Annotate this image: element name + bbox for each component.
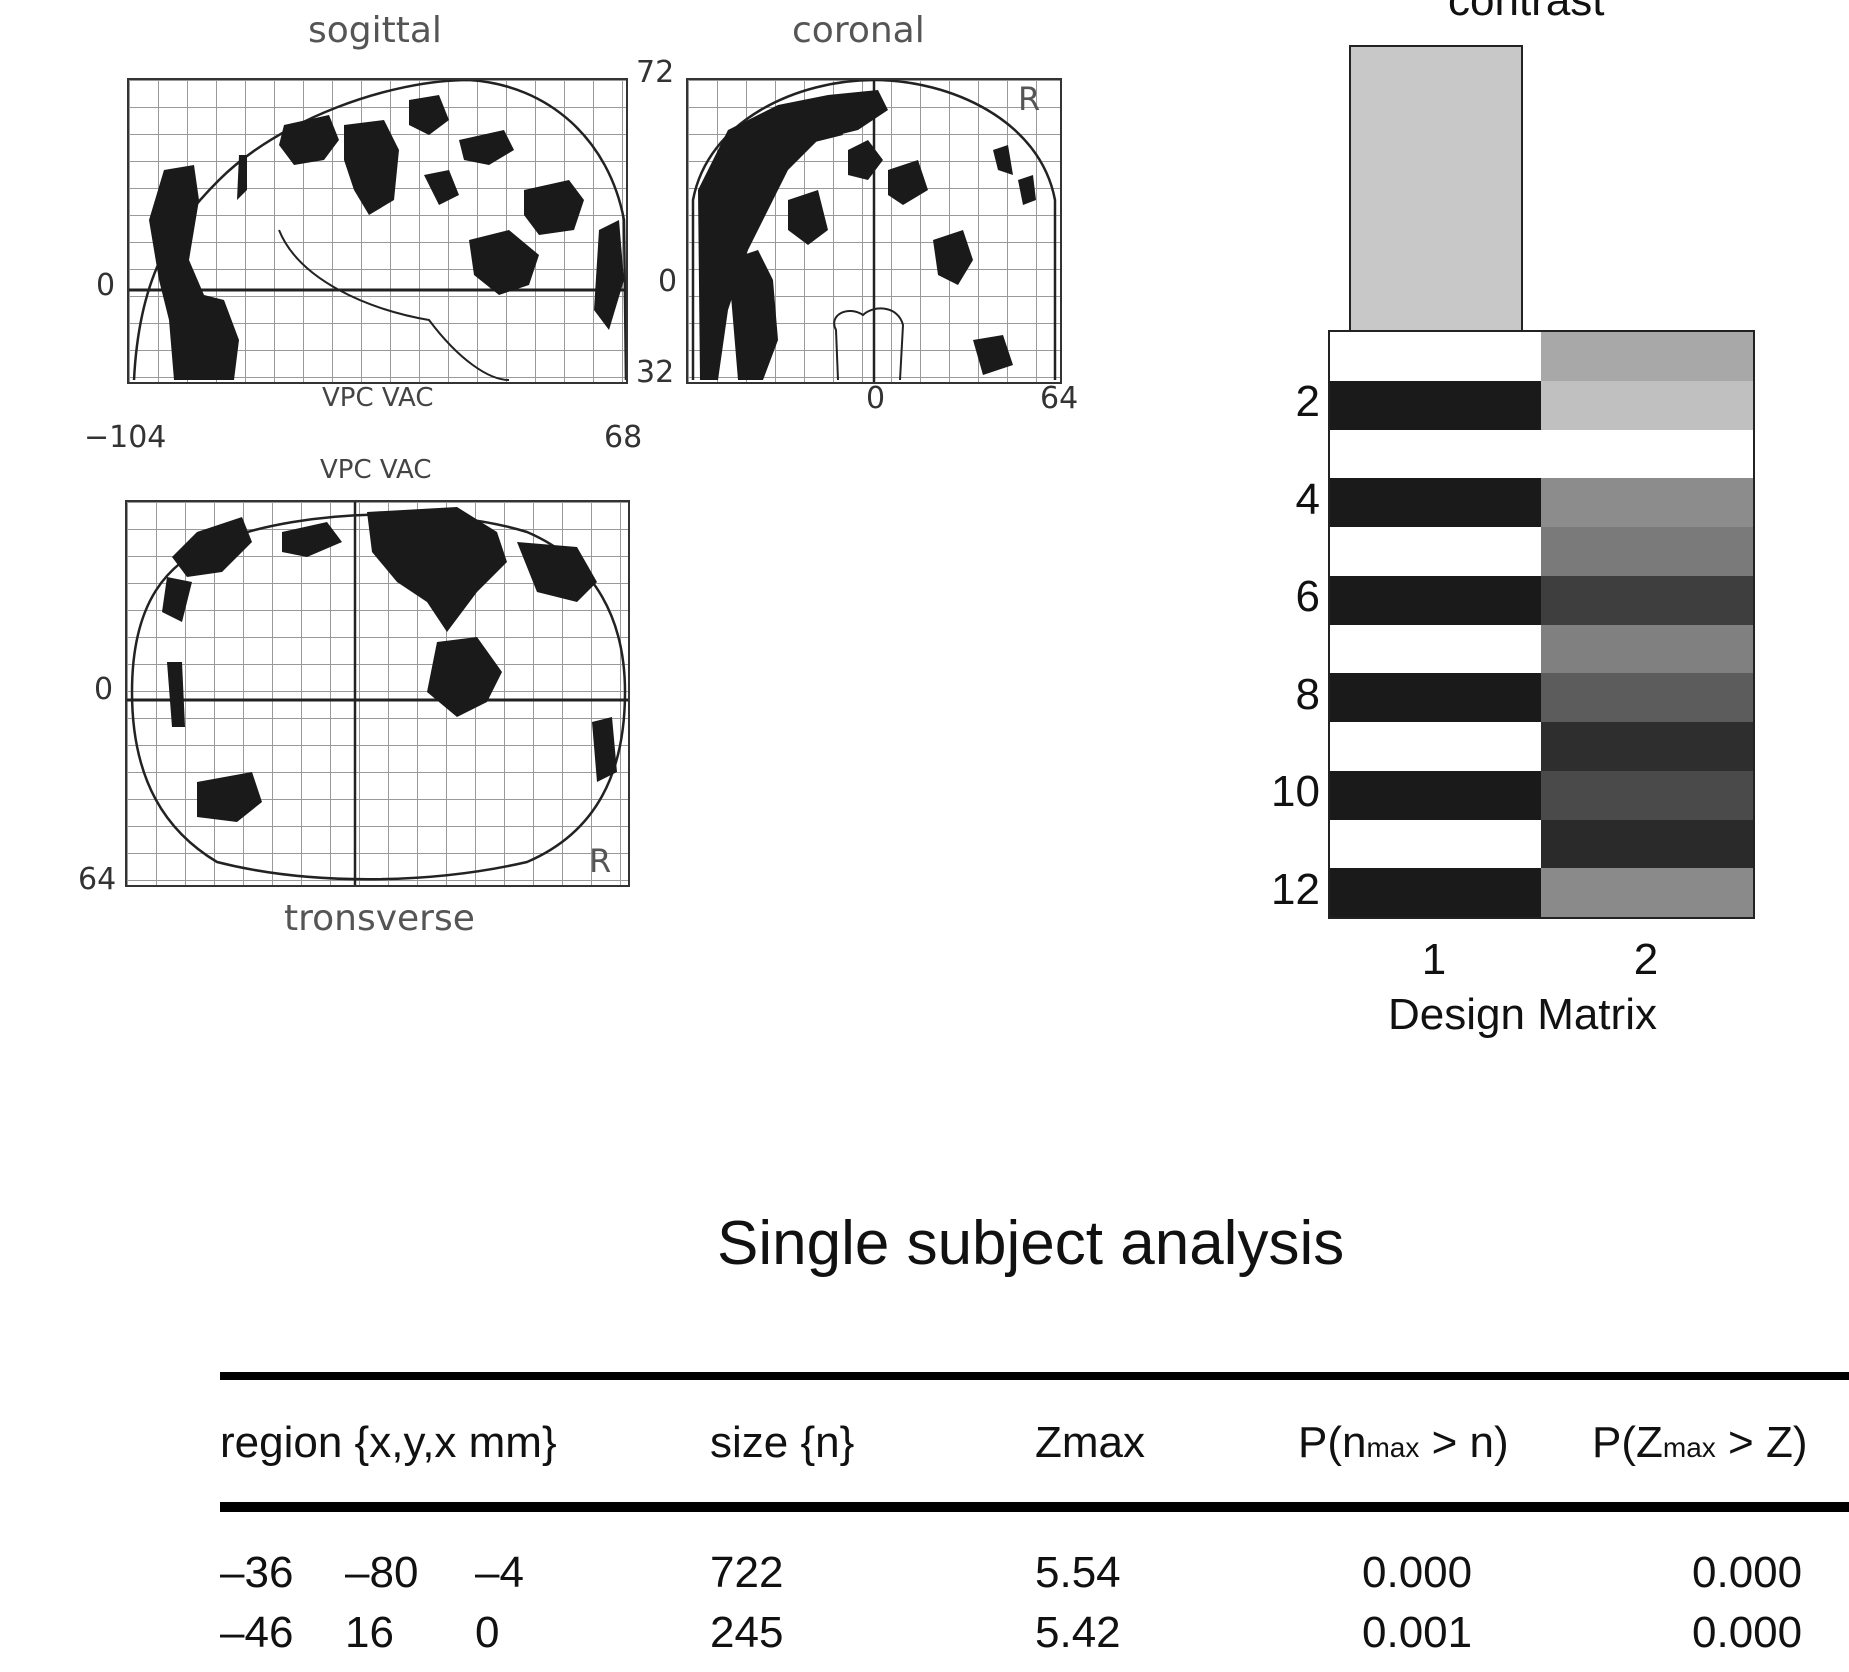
sagittal-x-min: −104 — [84, 420, 167, 455]
transverse-top-caption: VPC VAC — [320, 455, 432, 485]
table-row: –46 16 0 245 5.42 0.001 0.000 — [220, 1608, 1849, 1664]
sagittal-glass-brain — [127, 78, 628, 384]
row-p-nmax: 0.001 — [1362, 1608, 1473, 1657]
sagittal-tick-bottom-right: 32 — [636, 355, 675, 390]
design-matrix-cell — [1330, 624, 1541, 674]
design-matrix-cell — [1330, 429, 1541, 479]
design-matrix-column-2 — [1541, 332, 1753, 917]
sagittal-tick-top-right: 72 — [636, 55, 675, 90]
coronal-corner-letter: R — [1018, 80, 1040, 118]
header-p-nmax: P(nmax > n) — [1298, 1418, 1509, 1467]
design-matrix-cell — [1541, 429, 1753, 479]
design-matrix-cell — [1330, 722, 1541, 771]
coronal-tick-left: 0 — [658, 264, 678, 299]
row-y: 16 — [345, 1608, 394, 1657]
header-size: size {n} — [710, 1418, 855, 1467]
sagittal-activation-map — [129, 80, 626, 381]
row-x: –36 — [220, 1548, 294, 1597]
sagittal-tick-left: 0 — [96, 268, 116, 303]
design-matrix-cell — [1541, 380, 1753, 430]
design-matrix-row-label: 8 — [1295, 669, 1320, 719]
transverse-glass-brain: R — [125, 500, 630, 887]
design-matrix-row-label: 4 — [1295, 474, 1320, 524]
design-matrix-cell — [1330, 332, 1541, 381]
design-matrix-cell — [1541, 478, 1753, 527]
design-matrix-col-label-1: 1 — [1421, 935, 1447, 984]
design-matrix-cell — [1541, 819, 1753, 869]
design-matrix-cell — [1541, 575, 1753, 625]
row-y: –80 — [345, 1548, 419, 1597]
coronal-glass-brain: R — [686, 78, 1062, 384]
design-matrix-cell — [1330, 478, 1541, 527]
design-matrix-row-label: 12 — [1271, 864, 1320, 914]
transverse-tick-left-bottom: 64 — [78, 862, 117, 897]
design-matrix-cell — [1330, 868, 1541, 917]
design-matrix-cell — [1330, 819, 1541, 869]
transverse-activation-map: R — [127, 502, 628, 885]
design-matrix-row-label: 6 — [1295, 572, 1320, 622]
header-p-zmax: P(Zmax > Z) — [1592, 1418, 1808, 1467]
table-header-rule — [220, 1502, 1849, 1512]
row-zmax: 5.42 — [1035, 1608, 1121, 1657]
row-p-zmax: 0.000 — [1692, 1608, 1803, 1657]
design-matrix-row-label: 10 — [1271, 767, 1320, 817]
design-matrix-caption: Design Matrix — [1388, 990, 1657, 1039]
design-matrix — [1328, 330, 1755, 919]
row-zmax: 5.54 — [1035, 1548, 1121, 1597]
row-x: –46 — [220, 1608, 294, 1657]
design-matrix-cell — [1541, 624, 1753, 674]
sagittal-bottom-caption: VPC VAC — [322, 383, 434, 413]
row-p-nmax: 0.000 — [1362, 1548, 1473, 1597]
row-z: 0 — [475, 1608, 500, 1657]
design-matrix-cell — [1330, 673, 1541, 722]
section-title: Single subject analysis — [717, 1209, 1345, 1278]
design-matrix-cell — [1330, 575, 1541, 625]
table-top-rule — [220, 1372, 1849, 1380]
contrast-label: contrast — [1448, 0, 1605, 25]
transverse-corner-letter: R — [589, 842, 611, 880]
design-matrix-cell — [1541, 722, 1753, 771]
row-size: 722 — [710, 1548, 784, 1597]
coronal-activation-map: R — [691, 80, 1057, 382]
design-matrix-col-label-2: 2 — [1633, 935, 1659, 984]
coronal-tick-bottom-right: 64 — [1040, 381, 1079, 416]
design-matrix-cell — [1330, 380, 1541, 430]
row-size: 245 — [710, 1608, 784, 1657]
row-p-zmax: 0.000 — [1692, 1548, 1803, 1597]
design-matrix-cell — [1541, 527, 1753, 576]
design-matrix-cell — [1330, 770, 1541, 820]
header-row: region {x,y,x mm} size {n} Zmax P(nmax >… — [220, 1418, 1849, 1478]
transverse-tick-left-mid: 0 — [94, 672, 114, 707]
design-matrix-column-1 — [1330, 332, 1541, 917]
transverse-title: tronsverse — [284, 898, 475, 939]
header-zmax: Zmax — [1035, 1418, 1145, 1467]
sagittal-x-max: 68 — [604, 420, 643, 455]
sagittal-title: sogittal — [308, 10, 442, 51]
design-matrix-cell — [1330, 527, 1541, 576]
design-matrix-cell — [1541, 770, 1753, 820]
design-matrix-cell — [1541, 673, 1753, 722]
coronal-tick-bottom-center: 0 — [866, 381, 886, 416]
coronal-title: coronal — [792, 10, 925, 51]
row-z: –4 — [475, 1548, 524, 1597]
header-region: region {x,y,x mm} — [220, 1418, 557, 1467]
table-row: –36 –80 –4 722 5.54 0.000 0.000 — [220, 1548, 1849, 1604]
contrast-bar — [1349, 45, 1523, 334]
design-matrix-cell — [1541, 868, 1753, 917]
design-matrix-cell — [1541, 332, 1753, 381]
design-matrix-row-label: 2 — [1295, 377, 1320, 427]
